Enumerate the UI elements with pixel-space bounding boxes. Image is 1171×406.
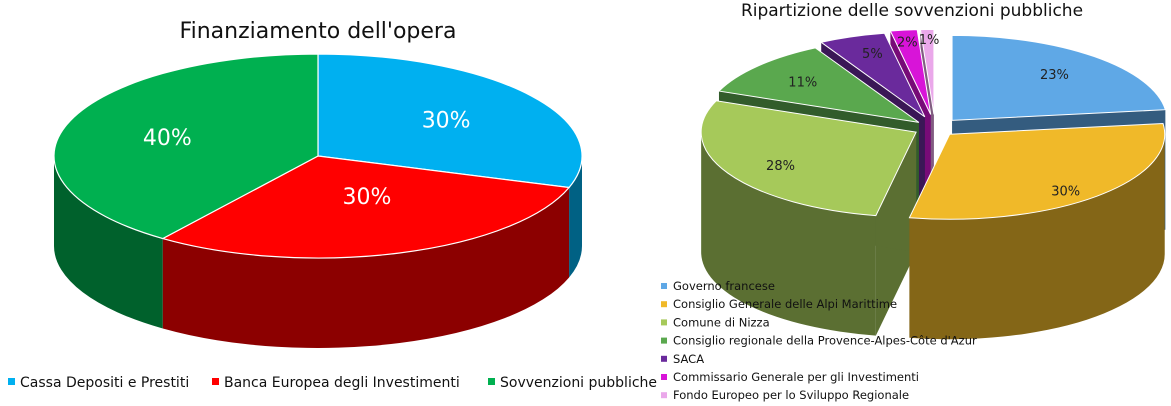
pie-slice-comune-di-nizza[interactable] xyxy=(700,100,917,217)
data-label-governo-francese: 23% xyxy=(1040,68,1069,83)
legend-entry-consiglio-regionale-della-provence-alpes-cote-d-azur[interactable]: Consiglio regionale della Provence-Alpes… xyxy=(661,334,977,348)
legend-label: Fondo Europeo per lo Sviluppo Regionale xyxy=(673,388,909,402)
pie-slice-saca[interactable] xyxy=(820,32,926,118)
data-label-consiglio-generale-delle-alpi-marittime: 30% xyxy=(1051,184,1080,199)
data-label-consiglio-regionale-della-provence-alpes-cote-d-azur: 11% xyxy=(788,75,817,90)
legend-label: Banca Europea degli Investimenti xyxy=(224,375,460,391)
legend-entry-sovvenzioni-pubbliche[interactable]: Sovvenzioni pubbliche xyxy=(488,375,657,391)
pie-slice-fondo-europeo-per-lo-sviluppo-regionale[interactable] xyxy=(919,28,935,115)
legend-swatch xyxy=(488,378,495,385)
left-pie-slices xyxy=(53,53,583,259)
pie-slice-banca-europea-degli-investimenti[interactable] xyxy=(161,155,571,259)
right-legend: Governo francese Consiglio Generale delle… xyxy=(661,279,977,402)
legend-swatch xyxy=(8,378,15,385)
legend-entry-governo-francese[interactable]: Governo francese xyxy=(661,279,775,293)
right-pie-chart: Ripartizione delle sovvenzioni pubbliche… xyxy=(661,1,1167,402)
pie-wall-cassa-depositi-e-prestiti xyxy=(569,156,582,278)
legend-swatch xyxy=(661,374,667,380)
legend-entry-fondo-europeo-per-lo-sviluppo-regionale[interactable]: Fondo Europeo per lo Sviluppo Regionale xyxy=(661,388,909,402)
legend-swatch xyxy=(661,319,667,326)
legend-label: Governo francese xyxy=(673,279,775,293)
pie-slice-consiglio-regionale-della-provence-alpes-cote-d-azur[interactable] xyxy=(717,47,920,123)
legend-entry-cassa-depositi-e-prestiti[interactable]: Cassa Depositi e Prestiti xyxy=(8,375,189,391)
legend-swatch xyxy=(212,378,219,385)
right-chart-title: Ripartizione delle sovvenzioni pubbliche xyxy=(741,1,1083,21)
legend-label: Consiglio regionale della Provence-Alpes… xyxy=(673,334,977,348)
legend-entry-comune-di-nizza[interactable]: Comune di Nizza xyxy=(661,315,770,329)
left-legend: Cassa Depositi e Prestiti Banca Europea d… xyxy=(8,375,657,391)
data-label-saca: 5% xyxy=(862,47,883,62)
legend-entry-banca-europea-degli-investimenti[interactable]: Banca Europea degli Investimenti xyxy=(212,375,460,391)
legend-label: SACA xyxy=(673,352,704,366)
pie-wall-front xyxy=(701,132,876,336)
data-label-fondo-europeo-per-lo-sviluppo-regionale: 1% xyxy=(919,33,940,48)
pie-slice-commissario-generale-per-gli-investimenti[interactable] xyxy=(889,29,932,115)
left-pie-sides xyxy=(54,156,582,348)
legend-label: Cassa Depositi e Prestiti xyxy=(20,375,189,391)
left-pie-chart: Finanziamento dell'opera 30% 30% 40% Cassa… xyxy=(8,19,657,391)
right-pie-labels: 23% 30% 28% 11% 5% 2% 1% xyxy=(766,33,1080,200)
data-label-cassa-depositi-e-prestiti: 30% xyxy=(422,109,471,134)
left-chart-title: Finanziamento dell'opera xyxy=(180,19,457,44)
pie-wall-front xyxy=(909,134,1165,340)
data-label-sovvenzioni-pubbliche: 40% xyxy=(143,126,192,151)
legend-label: Sovvenzioni pubbliche xyxy=(500,375,657,391)
pie-wall-sovvenzioni-pubbliche xyxy=(54,156,163,329)
legend-label: Commissario Generale per gli Investiment… xyxy=(673,370,919,384)
data-label-banca-europea-degli-investimenti: 30% xyxy=(342,185,391,210)
legend-swatch xyxy=(661,301,667,308)
legend-swatch xyxy=(661,355,667,362)
pie-slice-consiglio-generale-delle-alpi-marittime[interactable] xyxy=(908,123,1166,220)
legend-swatch xyxy=(661,283,667,289)
pie-wall-banca-europea-degli-investimenti xyxy=(162,187,570,348)
pie-wall-front xyxy=(569,156,582,278)
legend-entry-commissario-generale-per-gli-investimenti[interactable]: Commissario Generale per gli Investiment… xyxy=(661,370,919,384)
legend-label: Comune di Nizza xyxy=(673,315,770,329)
pie-slice-sovvenzioni-pubbliche[interactable] xyxy=(53,53,319,240)
legend-swatch xyxy=(661,337,667,344)
left-pie-labels: 30% 30% 40% xyxy=(143,109,471,210)
pie-slice-cassa-depositi-e-prestiti[interactable] xyxy=(317,53,583,189)
legend-entry-consiglio-generale-delle-alpi-marittime[interactable]: Consiglio Generale delle Alpi Marittime xyxy=(661,297,897,311)
legend-swatch xyxy=(661,392,667,399)
data-label-comune-di-nizza: 28% xyxy=(766,159,795,174)
pie-slice-governo-francese[interactable] xyxy=(951,34,1167,121)
pie-wall-front xyxy=(54,156,163,329)
right-pie-slices xyxy=(700,28,1167,220)
legend-entry-saca[interactable]: SACA xyxy=(661,352,704,366)
data-label-commissario-generale-per-gli-investimenti: 2% xyxy=(897,35,918,50)
pie-wall-front xyxy=(162,187,570,348)
legend-label: Consiglio Generale delle Alpi Marittime xyxy=(673,297,897,311)
